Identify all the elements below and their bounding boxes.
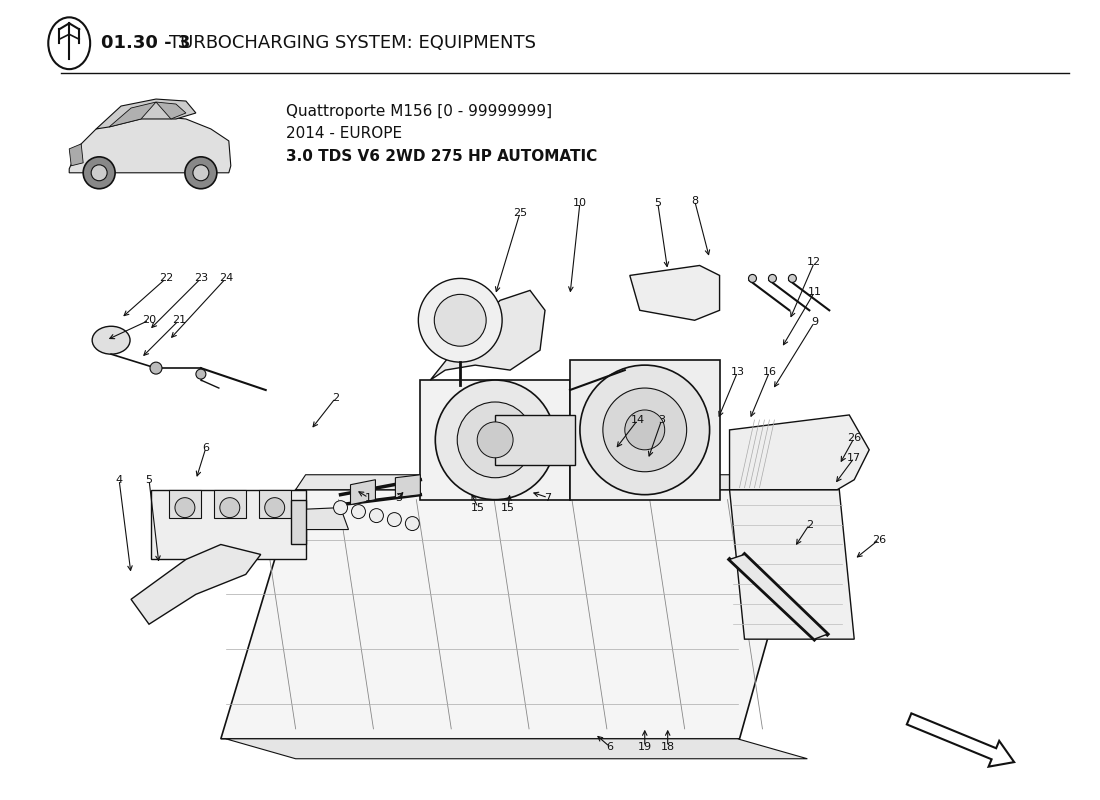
Circle shape [406, 517, 419, 530]
Polygon shape [69, 144, 84, 166]
Text: 1: 1 [365, 493, 372, 502]
Text: 22: 22 [158, 274, 173, 283]
Text: 4: 4 [116, 474, 123, 485]
Polygon shape [296, 508, 349, 530]
Circle shape [748, 274, 757, 282]
Text: 14: 14 [630, 415, 645, 425]
Circle shape [175, 498, 195, 518]
Circle shape [91, 165, 107, 181]
Circle shape [192, 165, 209, 181]
Bar [169, 490, 201, 518]
Text: 2: 2 [332, 393, 339, 403]
Polygon shape [96, 99, 196, 129]
Bar [495, 415, 575, 465]
Text: 6: 6 [606, 742, 614, 752]
Polygon shape [226, 739, 807, 758]
Polygon shape [729, 415, 869, 490]
Polygon shape [729, 490, 855, 639]
Text: 25: 25 [513, 208, 527, 218]
Ellipse shape [48, 18, 90, 69]
Circle shape [434, 294, 486, 346]
Circle shape [220, 498, 240, 518]
Text: 2014 - EUROPE: 2014 - EUROPE [286, 126, 402, 142]
Polygon shape [151, 490, 306, 559]
Circle shape [436, 380, 556, 500]
Text: 10: 10 [573, 198, 587, 208]
Text: 7: 7 [544, 493, 551, 502]
Circle shape [603, 388, 686, 472]
Polygon shape [131, 545, 261, 624]
Text: 2: 2 [806, 519, 813, 530]
Circle shape [84, 157, 116, 189]
Circle shape [580, 365, 710, 494]
Polygon shape [430, 290, 544, 380]
Polygon shape [630, 266, 719, 320]
Text: 6: 6 [202, 443, 209, 453]
Text: 5: 5 [654, 198, 661, 208]
Polygon shape [729, 554, 827, 639]
Text: Quattroporte M156 [0 - 99999999]: Quattroporte M156 [0 - 99999999] [286, 103, 552, 118]
Text: 12: 12 [807, 258, 822, 267]
Text: 5: 5 [145, 474, 153, 485]
Circle shape [769, 274, 777, 282]
Bar [436, 290, 485, 322]
Circle shape [387, 513, 402, 526]
Polygon shape [570, 360, 719, 500]
Circle shape [789, 274, 796, 282]
Polygon shape [351, 480, 375, 505]
Polygon shape [221, 490, 810, 739]
Circle shape [418, 278, 502, 362]
Circle shape [625, 410, 664, 450]
Text: 19: 19 [638, 742, 652, 752]
Text: 26: 26 [847, 433, 861, 443]
Text: 3: 3 [658, 415, 666, 425]
Ellipse shape [92, 326, 130, 354]
Circle shape [265, 498, 285, 518]
Text: 15: 15 [471, 502, 485, 513]
Circle shape [185, 157, 217, 189]
Polygon shape [296, 474, 820, 490]
Circle shape [352, 505, 365, 518]
Circle shape [333, 501, 348, 514]
Text: 18: 18 [661, 742, 674, 752]
Text: 17: 17 [847, 453, 861, 462]
Text: TURBOCHARGING SYSTEM: EQUIPMENTS: TURBOCHARGING SYSTEM: EQUIPMENTS [169, 34, 536, 52]
Text: 3: 3 [395, 493, 402, 502]
Text: 01.30 - 3: 01.30 - 3 [101, 34, 197, 52]
Circle shape [196, 369, 206, 379]
Bar [258, 490, 290, 518]
Text: 11: 11 [807, 287, 822, 298]
Circle shape [150, 362, 162, 374]
Circle shape [477, 422, 513, 458]
Text: 13: 13 [730, 367, 745, 377]
Polygon shape [420, 380, 570, 500]
Text: 15: 15 [502, 502, 515, 513]
Polygon shape [69, 116, 231, 173]
Text: 9: 9 [811, 318, 818, 327]
Text: 20: 20 [142, 315, 156, 326]
Text: 3.0 TDS V6 2WD 275 HP AUTOMATIC: 3.0 TDS V6 2WD 275 HP AUTOMATIC [286, 150, 597, 164]
Text: 23: 23 [194, 274, 208, 283]
Text: 8: 8 [691, 196, 698, 206]
Polygon shape [395, 474, 420, 498]
Circle shape [458, 402, 534, 478]
Text: 26: 26 [872, 534, 887, 545]
Text: 16: 16 [762, 367, 777, 377]
Text: 21: 21 [172, 315, 186, 326]
Bar [213, 490, 245, 518]
FancyArrow shape [906, 714, 1014, 766]
Text: 24: 24 [219, 274, 233, 283]
Polygon shape [109, 102, 156, 127]
Polygon shape [156, 102, 186, 119]
Circle shape [370, 509, 384, 522]
Bar [290, 500, 306, 545]
